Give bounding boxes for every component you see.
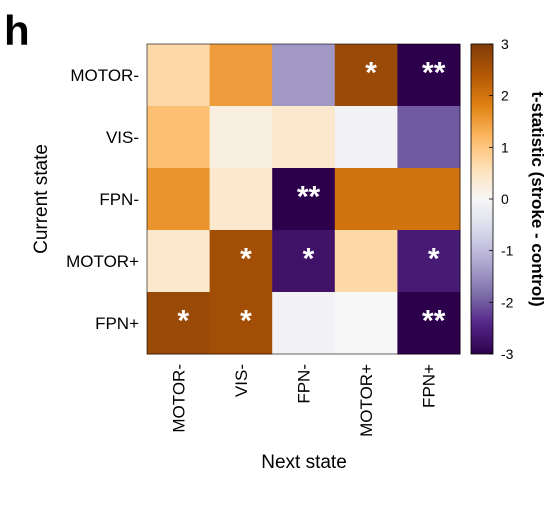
heatmap-cell: [334, 168, 398, 231]
column-label: FPN+: [420, 364, 439, 408]
column-labels: MOTOR- VIS- FPN- MOTOR+ FPN+: [169, 364, 438, 437]
colorbar-tick-label: 0: [501, 191, 509, 207]
significance-marker: *: [177, 304, 189, 337]
heatmap-cell: [397, 44, 461, 107]
heatmap-cell: [272, 44, 336, 107]
significance-marker: *: [240, 304, 252, 337]
row-label: FPN+: [95, 314, 139, 333]
heatmap-cell: [147, 44, 211, 107]
column-label: MOTOR-: [169, 364, 188, 433]
heatmap-border: [146, 43, 461, 355]
column-label: MOTOR+: [357, 364, 376, 437]
heatmap-cell: [334, 230, 398, 293]
significance-marker: *: [240, 242, 252, 275]
colorbar-tick-label: 1: [501, 139, 509, 155]
heatmap-cell: [209, 44, 273, 107]
heatmap-cell: [209, 106, 273, 169]
heatmap-cell: [147, 106, 211, 169]
heatmap-cell: [147, 230, 211, 293]
panel-label: h: [4, 7, 30, 54]
colorbar-tick-label: -2: [501, 294, 514, 310]
heatmap-cell: [209, 168, 273, 231]
row-label: MOTOR+: [66, 252, 139, 271]
significance-marker: *: [303, 242, 315, 275]
colorbar-tick-label: 3: [501, 36, 509, 52]
heatmap-cell: [334, 292, 398, 355]
row-label: FPN-: [99, 190, 139, 209]
column-label: FPN-: [295, 364, 314, 404]
heatmap-cell: [397, 168, 461, 231]
heatmap-cell: [209, 230, 273, 293]
colorbar-tick-label: 2: [501, 88, 509, 104]
row-label: VIS-: [106, 128, 139, 147]
x-axis-label: Next state: [261, 452, 347, 473]
column-label: VIS-: [232, 364, 251, 397]
heatmap-cells: [146, 43, 461, 355]
colorbar-ticks: 3 2 1 0 -1 -2 -3: [489, 36, 514, 362]
significance-marker: *: [365, 56, 377, 89]
significance-marker: **: [297, 180, 321, 213]
heatmap-cell: [397, 292, 461, 355]
colorbar-tick-label: -3: [501, 346, 514, 362]
heatmap-cell: [397, 230, 461, 293]
heatmap-cell: [209, 292, 273, 355]
row-labels: MOTOR- VIS- FPN- MOTOR+ FPN+: [66, 66, 139, 333]
heatmap-annotations: * ***** * ** * **: [177, 56, 445, 337]
colorbar-label: t-statistic (stroke - control): [528, 91, 547, 306]
y-axis-label: Current state: [31, 144, 52, 254]
heatmap-cell: [272, 168, 336, 231]
row-label: MOTOR-: [70, 66, 139, 85]
significance-marker: *: [428, 242, 440, 275]
colorbar-tick-label: -1: [501, 243, 514, 259]
heatmap-cell: [147, 168, 211, 231]
heatmap-cell: [334, 44, 398, 107]
heatmap-cell: [272, 230, 336, 293]
heatmap-cell: [147, 292, 211, 355]
heatmap-cell: [397, 106, 461, 169]
heatmap-cell: [272, 292, 336, 355]
significance-marker: **: [422, 56, 446, 89]
heatmap-cell: [272, 106, 336, 169]
heatmap-cell: [334, 106, 398, 169]
significance-marker: **: [422, 304, 446, 337]
